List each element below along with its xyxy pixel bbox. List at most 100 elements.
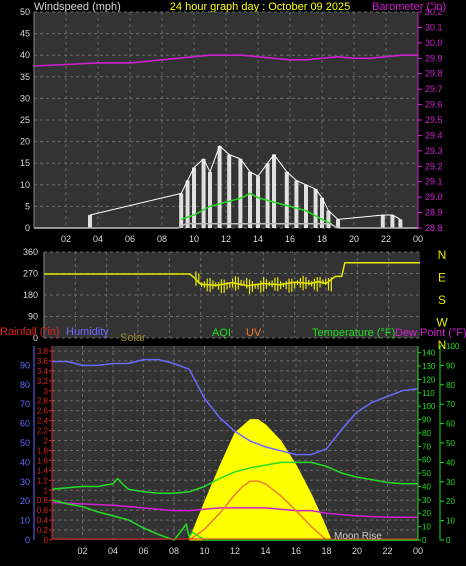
rainfall-y-tick: 0 [44, 536, 49, 545]
humidity-y-tick: 90 [20, 360, 30, 370]
temperature-outer-y-ticks: 0 10 20 30 40 50 60 70 80 90 100 [440, 342, 460, 545]
barometer-y-tick: 30.2 [425, 7, 443, 17]
rainfall-y-tick: 3.4 [37, 367, 49, 376]
humidity-y-tick: 60 [20, 419, 30, 429]
rainfall-y-tick: 3.8 [37, 347, 49, 356]
legend-uv: UV [246, 327, 262, 339]
wind-y-tick: 10 [20, 180, 30, 190]
temperature-inner-y-tick: 110 [422, 389, 435, 398]
temperature-outer-y-tick: 70 [446, 400, 455, 409]
direction-y-tick: 360 [23, 247, 38, 257]
wind-x-tick: 14 [253, 234, 263, 244]
rainfall-y-tick: 0.8 [37, 496, 49, 505]
barometer-y-tick: 30.0 [425, 38, 443, 48]
direction-y-tick: 180 [23, 290, 38, 300]
barometer-y-tick: 28.9 [425, 208, 443, 218]
humidity-y-tick: 80 [20, 380, 30, 390]
temperature-outer-y-tick: 100 [446, 342, 460, 351]
barometer-y-ticks: 28.8 28.9 29.0 29.1 29.2 29.3 29.4 29.5 29.6 29.7… [418, 7, 443, 233]
humidity-y-ticks: 0 10 20 30 40 50 60 70 80 90 [20, 360, 30, 545]
wind-y-tick: 20 [20, 137, 30, 147]
temperature-inner-y-tick: 140 [422, 349, 436, 358]
temp-x-tick: 20 [352, 546, 362, 556]
barometer-y-tick: 29.7 [425, 84, 443, 94]
wind-y-tick: 5 [25, 201, 30, 211]
wind-x-tick: 12 [221, 234, 231, 244]
compass-label: S [438, 293, 446, 307]
humidity-y-tick: 10 [20, 516, 30, 526]
legend-temperature: Temperature (°F) [312, 327, 395, 339]
temp-series [51, 358, 419, 541]
rainfall-y-tick: 2.4 [37, 417, 49, 426]
humidity-y-tick: 20 [20, 496, 30, 506]
temp-x-tick: 02 [77, 546, 87, 556]
temperature-outer-y-tick: 0 [446, 536, 451, 545]
barometer-y-tick: 30.1 [425, 22, 443, 32]
compass-label: E [438, 271, 446, 285]
temperature-inner-y-tick: 0 [422, 536, 427, 545]
temp-x-tick: 00 [413, 546, 423, 556]
temp-x-tick: 10 [199, 546, 209, 556]
wind-base-line [34, 222, 418, 229]
rainfall-y-tick: 3.2 [37, 377, 49, 386]
barometer-y-tick: 29.1 [425, 177, 443, 187]
rainfall-y-tick: 2.8 [37, 397, 49, 406]
temperature-outer-y-tick: 40 [446, 458, 455, 467]
barometer-axis-label: Barometer (″in) [372, 1, 446, 13]
rainfall-y-tick: 3 [44, 387, 49, 396]
rainfall-y-tick: 0.4 [37, 516, 49, 525]
rainfall-y-ticks: 00.20.40.60.811.21.41.61.822.22.42.62.83… [37, 347, 52, 545]
temperature-outer-y-tick: 50 [446, 439, 455, 448]
barometer-y-tick: 29.4 [425, 130, 443, 140]
wind-y-tick: 40 [20, 50, 30, 60]
temperature-inner-y-tick: 130 [422, 362, 436, 371]
wind-y-tick: 50 [20, 7, 30, 17]
graph-title: 24 hour graph day : October 09 2025 [170, 1, 350, 13]
legend-dew-point: Dew Point (°F) [395, 327, 466, 339]
rainfall-y-tick: 3.6 [37, 357, 49, 366]
legend-solar: Solar [120, 332, 146, 344]
uv-line [188, 480, 327, 541]
rainfall-y-tick: 2.6 [37, 407, 49, 416]
temperature-inner-y-tick: 10 [422, 523, 431, 532]
wind-y-tick: 0 [25, 223, 30, 233]
barometer-y-tick: 29.3 [425, 146, 443, 156]
temp-x-tick: 18 [321, 546, 331, 556]
barometer-y-tick: 29.0 [425, 192, 443, 202]
wind-x-tick: 18 [317, 234, 327, 244]
barometer-y-tick: 29.2 [425, 161, 443, 171]
temp-x-tick: 04 [108, 546, 118, 556]
temperature-inner-y-tick: 40 [422, 482, 431, 491]
temperature-inner-y-tick: 20 [422, 509, 431, 518]
temp-x-tick: 14 [260, 546, 270, 556]
temperature-line [51, 461, 418, 494]
wind-y-tick: 30 [20, 93, 30, 103]
wind-series [33, 54, 418, 229]
rainfall-y-tick: 1 [44, 486, 49, 495]
barometer-y-tick: 29.9 [425, 53, 443, 63]
direction-series [44, 262, 420, 295]
legend-rainfall: Rainfall (″in) [0, 326, 60, 338]
moon-rise-annotation: Moon Rise [334, 531, 382, 542]
temperature-inner-y-tick: 120 [422, 375, 436, 384]
direction-y-ticks: 0 90 180 270 360 [23, 247, 38, 343]
wind-x-tick: 10 [189, 234, 199, 244]
humidity-line [52, 358, 419, 456]
rainfall-y-tick: 0.2 [37, 526, 49, 535]
temperature-inner-y-tick: 60 [422, 456, 431, 465]
wind-x-tick: 04 [93, 234, 103, 244]
temp-x-ticks: 02 04 06 08 10 12 14 16 18 20 22 00 [77, 546, 423, 556]
barometer-y-tick: 29.8 [425, 69, 443, 79]
temperature-inner-y-tick: 50 [422, 469, 431, 478]
wind-x-tick: 08 [157, 234, 167, 244]
temp-x-tick: 16 [291, 546, 301, 556]
humidity-y-tick: 40 [20, 457, 30, 467]
rainfall-y-tick: 2.2 [37, 427, 49, 436]
temp-x-tick: 08 [169, 546, 179, 556]
temperature-inner-y-tick: 100 [422, 402, 436, 411]
direction-y-tick: 90 [28, 312, 38, 322]
wind-x-tick: 16 [285, 234, 295, 244]
